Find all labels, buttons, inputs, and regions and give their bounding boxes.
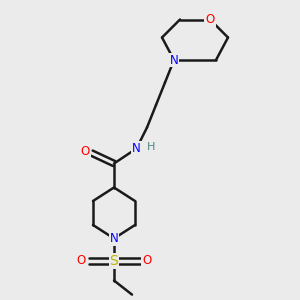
Text: N: N xyxy=(169,53,178,67)
Text: O: O xyxy=(76,254,85,268)
Text: O: O xyxy=(142,254,152,268)
Text: O: O xyxy=(206,13,214,26)
Text: O: O xyxy=(81,145,90,158)
Text: S: S xyxy=(110,254,118,268)
Text: N: N xyxy=(110,232,118,245)
Text: H: H xyxy=(147,142,156,152)
Text: N: N xyxy=(132,142,141,155)
